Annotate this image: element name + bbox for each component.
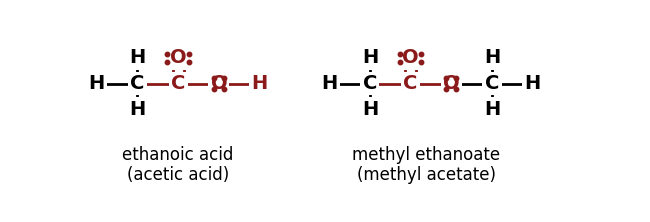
- Text: C: C: [171, 74, 185, 93]
- Text: H: H: [362, 100, 378, 119]
- Text: ethanoic acid: ethanoic acid: [122, 146, 234, 164]
- Text: H: H: [362, 48, 378, 67]
- Text: C: C: [130, 74, 144, 93]
- Text: (acetic acid): (acetic acid): [127, 166, 229, 184]
- Text: O: O: [211, 74, 227, 93]
- Text: C: C: [485, 74, 499, 93]
- Text: O: O: [170, 48, 187, 67]
- Text: H: H: [321, 74, 337, 93]
- Text: H: H: [525, 74, 541, 93]
- Text: H: H: [484, 100, 500, 119]
- Text: O: O: [402, 48, 419, 67]
- Text: H: H: [129, 48, 146, 67]
- Text: O: O: [443, 74, 460, 93]
- Text: C: C: [404, 74, 418, 93]
- Text: H: H: [484, 48, 500, 67]
- Text: H: H: [252, 74, 268, 93]
- Text: methyl ethanoate: methyl ethanoate: [352, 146, 500, 164]
- Text: (methyl acetate): (methyl acetate): [357, 166, 495, 184]
- Text: H: H: [88, 74, 105, 93]
- Text: C: C: [363, 74, 377, 93]
- Text: H: H: [129, 100, 146, 119]
